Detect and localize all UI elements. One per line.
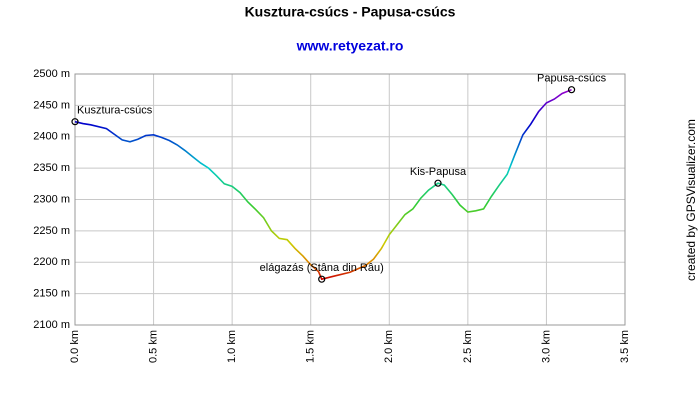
y-tick-label: 2100 m: [33, 319, 70, 331]
y-tick-label: 2350 m: [33, 162, 70, 174]
x-tick-label: 2.5 km: [462, 330, 474, 363]
waypoint-marker: [434, 179, 442, 187]
y-tick-label: 2400 m: [33, 131, 70, 143]
y-tick-label: 2250 m: [33, 225, 70, 237]
y-tick-label: 2200 m: [33, 256, 70, 268]
x-tick-label: 3.0 km: [540, 330, 552, 363]
chart-title: Kusztura-csúcs - Papusa-csúcs: [245, 4, 456, 20]
waypoint-label: Kusztura-csúcs: [77, 105, 153, 117]
waypoint-marker: [71, 118, 79, 126]
waypoint-label: Kis-Papusa: [410, 166, 467, 178]
waypoint-label: Papusa-csúcs: [537, 73, 607, 85]
x-tick-label: 0.5 km: [147, 330, 159, 363]
plot-area: 2100 m 2150 m 2200 m 2250 m 2300 m 2350 m 2400…: [33, 68, 631, 363]
y-tick-label: 2500 m: [33, 68, 70, 80]
waypoint-marker: [318, 275, 326, 283]
credit: created by GPSVisualizer.com: [684, 119, 698, 281]
x-tick-label: 1.0 km: [226, 330, 238, 363]
y-tick-label: 2150 m: [33, 288, 70, 300]
x-tick-label: 3.5 km: [619, 330, 631, 363]
waypoint-marker: [567, 86, 576, 94]
x-tick-label: 1.5 km: [305, 330, 317, 363]
y-tick-label: 2450 m: [33, 99, 70, 111]
x-tick-label: 0.0 km: [69, 330, 81, 363]
chart-subtitle: www.retyezat.ro: [296, 38, 404, 54]
y-tick-label: 2300 m: [33, 193, 70, 205]
waypoint-label: elágazás (Stâna din Râu): [260, 262, 384, 274]
x-tick-label: 2.0 km: [383, 330, 395, 363]
elevation-line: [74, 88, 572, 281]
plot-frame: [74, 73, 626, 326]
